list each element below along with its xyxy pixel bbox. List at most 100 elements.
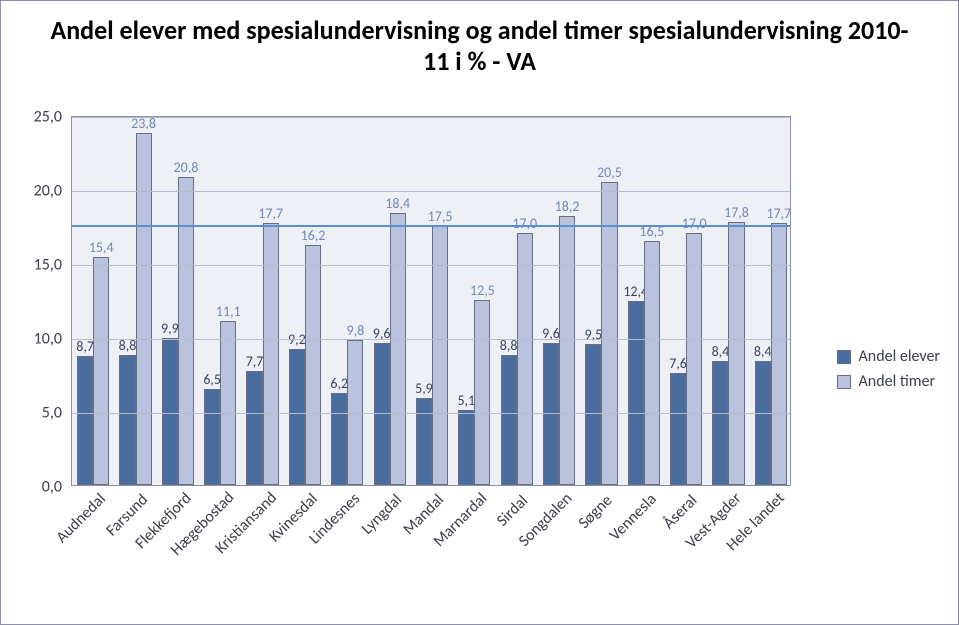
bar-data-label: 9,9 <box>161 320 179 339</box>
bar: 12,4 <box>628 301 644 485</box>
bar: 17,8 <box>728 222 744 485</box>
category-group: 8,817,0 <box>496 117 538 485</box>
bar: 5,9 <box>416 398 432 485</box>
legend-swatch-elever <box>837 350 851 364</box>
bar-data-label: 17,8 <box>724 204 749 223</box>
bar: 9,5 <box>585 344 601 485</box>
legend-item-elever: Andel elever <box>837 347 940 366</box>
bar: 11,1 <box>220 321 236 485</box>
bar: 16,2 <box>305 245 321 485</box>
bar: 15,4 <box>93 257 109 485</box>
ytick-label: 25,0 <box>34 108 72 127</box>
gridline <box>72 265 790 266</box>
bar-data-label: 16,2 <box>301 227 326 246</box>
legend-label-elever: Andel elever <box>859 347 940 366</box>
category-group: 8,417,8 <box>707 117 749 485</box>
bar: 7,6 <box>670 373 686 485</box>
bar: 5,1 <box>458 410 474 485</box>
legend-swatch-timer <box>837 375 851 389</box>
category-group: 8,715,4 <box>72 117 114 485</box>
bar: 18,4 <box>390 213 406 485</box>
bar: 6,2 <box>331 393 347 485</box>
ytick-label: 15,0 <box>34 256 72 275</box>
bar: 23,8 <box>136 133 152 485</box>
xtick-label: Vennesla <box>605 490 660 545</box>
gridline <box>72 339 790 340</box>
xtick-label: Audnedal <box>53 490 110 547</box>
bar: 8,8 <box>501 355 517 485</box>
bar: 16,5 <box>644 241 660 485</box>
gridline <box>72 117 790 118</box>
category-group: 8,417,7 <box>750 117 792 485</box>
bar: 18,2 <box>559 216 575 485</box>
bar: 8,8 <box>119 355 135 485</box>
ytick-label: 20,0 <box>34 182 72 201</box>
ytick-label: 0,0 <box>42 478 72 497</box>
plot-area: 8,715,48,823,89,920,86,511,17,717,79,216… <box>71 116 791 486</box>
bar-data-label: 7,7 <box>246 353 264 372</box>
bar-data-label: 20,8 <box>174 159 199 178</box>
legend: Andel elever Andel timer <box>837 341 940 397</box>
bar-data-label: 9,6 <box>373 325 391 344</box>
ytick-label: 5,0 <box>42 404 72 423</box>
chart-frame: Andel elever med spesialundervisning og … <box>0 0 959 625</box>
category-group: 8,823,8 <box>114 117 156 485</box>
category-group: 9,520,5 <box>580 117 622 485</box>
bar-data-label: 9,2 <box>288 331 306 350</box>
category-group: 9,618,4 <box>368 117 410 485</box>
bar: 8,4 <box>712 361 728 485</box>
bar: 12,5 <box>474 300 490 485</box>
bar: 9,2 <box>289 349 305 485</box>
category-group: 9,618,2 <box>538 117 580 485</box>
bar-data-label: 8,4 <box>712 343 730 362</box>
ytick-label: 10,0 <box>34 330 72 349</box>
bar: 7,7 <box>246 371 262 485</box>
bars-layer: 8,715,48,823,89,920,86,511,17,717,79,216… <box>72 117 790 485</box>
bar-data-label: 8,4 <box>754 343 772 362</box>
legend-label-timer: Andel timer <box>859 372 936 391</box>
bar-data-label: 17,7 <box>766 205 791 224</box>
bar: 6,5 <box>204 389 220 485</box>
category-group: 9,216,2 <box>284 117 326 485</box>
reference-line <box>72 225 790 227</box>
category-group: 5,917,5 <box>411 117 453 485</box>
bar-data-label: 5,1 <box>457 392 475 411</box>
xtick-label: Lyngdal <box>358 491 406 539</box>
bar-data-label: 8,7 <box>76 338 94 357</box>
bar: 17,0 <box>517 233 533 485</box>
bar-data-label: 17,7 <box>258 205 283 224</box>
bar-data-label: 5,9 <box>415 380 433 399</box>
category-group: 6,29,8 <box>326 117 368 485</box>
bar: 17,7 <box>263 223 279 485</box>
bar-data-label: 20,5 <box>597 164 622 183</box>
bar: 8,4 <box>755 361 771 485</box>
bar: 9,9 <box>162 338 178 485</box>
category-group: 7,617,0 <box>665 117 707 485</box>
bar-data-label: 6,2 <box>330 375 348 394</box>
bar-data-label: 9,6 <box>542 325 560 344</box>
category-group: 12,416,5 <box>623 117 665 485</box>
bar: 20,5 <box>601 182 617 485</box>
x-axis: AudnedalFarsundFlekkefjordHægebostadKris… <box>71 486 791 616</box>
gridline <box>72 413 790 414</box>
bar-data-label: 7,6 <box>669 355 687 374</box>
gridline <box>72 191 790 192</box>
bar-data-label: 6,5 <box>203 371 221 390</box>
bar: 17,7 <box>771 223 787 485</box>
bar-data-label: 15,4 <box>89 239 114 258</box>
bar-data-label: 12,5 <box>470 282 495 301</box>
bar-data-label: 11,1 <box>216 303 241 322</box>
chart-title: Andel elever med spesialundervisning og … <box>1 1 958 77</box>
plot-wrap: 8,715,48,823,89,920,86,511,17,717,79,216… <box>71 116 791 486</box>
bar: 8,7 <box>77 356 93 485</box>
category-group: 6,511,1 <box>199 117 241 485</box>
bar-data-label: 18,4 <box>385 195 410 214</box>
category-group: 9,920,8 <box>157 117 199 485</box>
bar-data-label: 9,5 <box>585 326 603 345</box>
bar-data-label: 18,2 <box>555 198 580 217</box>
category-group: 5,112,5 <box>453 117 495 485</box>
bar: 17,0 <box>686 233 702 485</box>
legend-item-timer: Andel timer <box>837 372 940 391</box>
category-group: 7,717,7 <box>241 117 283 485</box>
bar: 20,8 <box>178 177 194 485</box>
